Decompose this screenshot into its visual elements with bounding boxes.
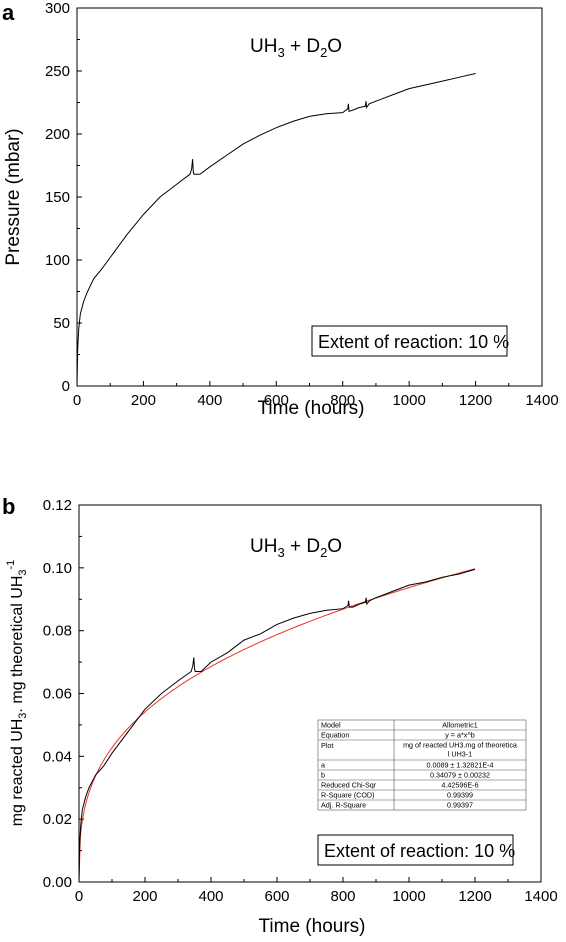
panel-a-y-tick-label: 100 [45,252,70,269]
panel-b-x-tick-label: 1000 [392,888,425,905]
panel-b-frame [78,504,542,883]
reaction-o: O [327,36,342,57]
panel-b-y-ticks: 0.00 0.02 0.04 0.06 0.08 0.10 0.12 [43,497,84,891]
reaction-b-plus-d: + D [285,536,320,557]
panel-b-data-line [78,568,476,883]
panel-a: a 0 200 400 600 800 1000 1200 1400 0 50 100 150 200… [2,0,559,419]
fit-table-value: 0.34079 ± 0.00232 [430,771,490,780]
panel-b-extent-box [317,834,514,866]
ylabel-part2: . mg theoretical UH [9,576,26,713]
panel-a-y-tick-label: 150 [45,189,70,206]
reaction-b-sub-3: 3 [277,545,284,560]
reaction-b-uh: UH [250,536,277,557]
panel-b-x-ticks: 0 200 400 600 800 1000 1200 1400 [75,877,558,905]
panel-a-y-tick-label: 200 [45,126,70,143]
panel-b-reaction-label: UH3 + D2O [250,536,342,560]
fit-table-frame [317,719,527,811]
panel-b-y-axis-title: mg reacted UH3. mg theoretical UH3-1 [5,560,29,827]
panel-b: b 0 200 400 600 800 1000 1200 1400 0.00 0.02 0.04… [2,494,558,937]
panel-a-y-tick-label: 250 [45,63,70,80]
panel-b-x-tick-label: 400 [198,888,223,905]
fit-table-key: Model [321,721,341,730]
panel-a-x-tick-label: 800 [330,392,355,409]
panel-b-y-tick-label: 0.12 [43,497,72,514]
fit-table-key: Plot [321,741,333,750]
fit-table-key: R-Square (COD) [321,791,375,800]
fit-table-value-line2: l UH3-1 [448,750,472,759]
reaction-b-sub-2: 2 [320,545,327,560]
panel-a-x-axis-title: Time (hours) [258,398,365,419]
ylabel-sup: -1 [5,560,17,570]
panel-a-y-tick-label: 300 [45,0,70,17]
panel-a-x-tick-label: 600 [264,392,289,409]
panel-a-extent-text: Extent of reaction: 10 % [318,332,509,352]
fit-table-value: 0.99397 [447,801,473,810]
panel-a-x-tick-label: 400 [197,392,222,409]
reaction-sub-2: 2 [320,45,327,60]
panel-b-y-tick-label: 0.08 [43,623,72,640]
fit-table-key: Reduced Chi-Sqr [321,781,377,790]
fit-table-key: a [321,761,325,770]
panel-a-x-tick-label: 1400 [525,392,558,409]
fit-table-value: mg of reacted UH3.mg of theoretica [403,741,517,750]
fit-results-table: Model Allometric1 Equation y = a*x^b Plot mg … [317,719,527,811]
ylabel-part1: mg reacted UH [9,719,26,827]
panel-a-x-ticks: 0 200 400 600 800 1000 1200 1400 [73,381,559,409]
panel-b-x-tick-label: 1400 [524,888,557,905]
fit-table-key: Adj. R-Square [321,801,366,810]
panel-a-y-ticks: 0 50 100 150 200 250 300 [45,0,82,395]
panel-a-reaction-label: UH3 + D2O [250,36,342,60]
panel-b-y-tick-label: 0.02 [43,811,72,828]
reaction-b-o: O [327,536,342,557]
panel-b-x-tick-label: 200 [132,888,157,905]
panel-a-pressure-line [76,73,476,387]
panel-a-y-tick-label: 0 [62,378,70,395]
reaction-sub-3: 3 [277,45,284,60]
panel-b-x-tick-label: 1200 [458,888,491,905]
panel-a-x-tick-label: 1200 [459,392,492,409]
panel-a-extent-box [311,325,508,357]
fit-table-value: y = a*x^b [445,731,475,740]
fit-table-key: b [321,771,325,780]
panel-b-y-tick-label: 0.04 [43,748,72,765]
panel-b-fit-curve [78,568,476,883]
fit-table-value: Allometric1 [442,721,478,730]
panel-b-y-tick-label: 0.00 [43,874,72,891]
panel-a-y-tick-label: 50 [53,315,70,332]
reaction-plus-d: + D [285,36,320,57]
panel-b-extent-text: Extent of reaction: 10 % [324,841,515,861]
panel-a-x-tick-label: 1000 [392,392,425,409]
panel-b-y-tick-label: 0.06 [43,686,72,703]
panel-a-x-tick-label: 0 [73,392,81,409]
fit-table-key: Equation [321,731,349,740]
ylabel-sub2: 3 [17,570,29,576]
panel-b-x-axis-title: Time (hours) [259,916,366,937]
panel-a-x-tick-label: 200 [131,392,156,409]
panel-a-y-axis-title: Pressure (mbar) [3,128,24,265]
fit-table-value: 0.0089 ± 1.32821E-4 [426,761,493,770]
ylabel-sub1: 3 [17,713,29,719]
fit-table-value: 4.42596E-6 [441,781,478,790]
panel-b-letter: b [2,494,15,519]
panel-a-letter: a [2,0,15,25]
panel-b-x-tick-label: 800 [330,888,355,905]
fit-table-value: 0.99399 [447,791,473,800]
panel-b-y-tick-label: 0.10 [43,560,72,577]
panel-b-x-tick-label: 0 [75,888,83,905]
reaction-uh: UH [250,36,277,57]
panel-b-x-tick-label: 600 [264,888,289,905]
